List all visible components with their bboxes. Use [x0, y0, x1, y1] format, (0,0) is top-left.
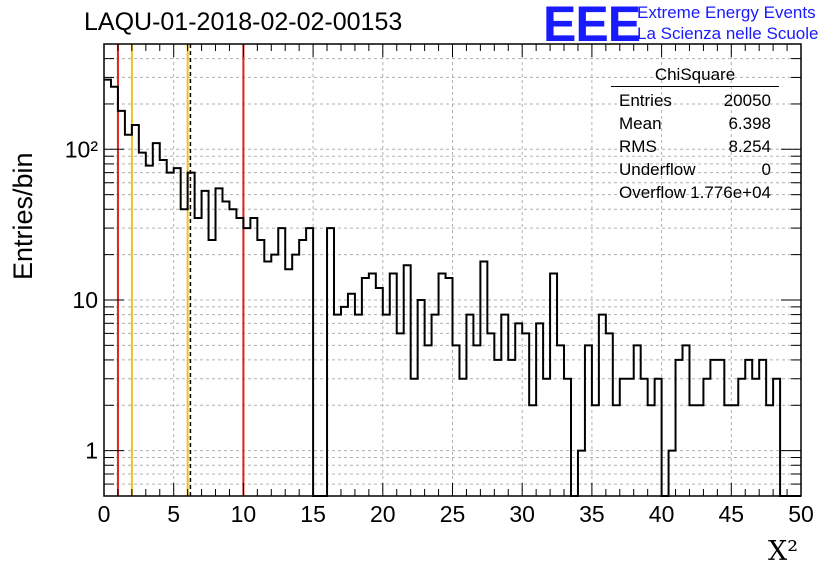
stats-row-overflow: Overflow 1.776e+04 [611, 181, 779, 204]
stats-label: Entries [619, 91, 672, 110]
x-tick-label: 50 [788, 501, 814, 527]
stats-box-title: ChiSquare [611, 65, 779, 87]
brand-line-1: Extreme Energy Events [637, 3, 816, 22]
stats-label: Overflow [619, 183, 687, 202]
stats-label: RMS [619, 137, 657, 156]
y-tick-label: 1 [85, 438, 98, 464]
stats-value: 8.254 [728, 137, 771, 156]
x-tick-label: 30 [509, 501, 535, 527]
x-tick-label: 35 [579, 501, 605, 527]
reference-lines [116, 44, 245, 496]
histogram-outline [104, 78, 801, 497]
x-tick-label: 20 [370, 501, 396, 527]
stats-row-mean: Mean 6.398 [611, 112, 779, 135]
x-tick-label: 15 [300, 501, 326, 527]
brand-line-2: La Scienza nelle Scuole [637, 24, 819, 43]
x-tick-label: 10 [231, 501, 257, 527]
stats-row-underflow: Underflow 0 [611, 158, 779, 181]
tick-labels: 0 5 10 15 20 25 30 35 40 45 50 1 10 10² [65, 136, 814, 527]
stats-value: 20050 [723, 91, 771, 110]
histogram-series [104, 78, 801, 497]
grid [104, 43, 801, 497]
axis-ticks [103, 43, 802, 497]
y-tick-label: 10 [72, 287, 98, 313]
x-tick-label: 40 [649, 501, 675, 527]
stats-row-rms: RMS 8.254 [611, 135, 779, 158]
stats-value: 1.776e+04 [690, 183, 771, 202]
x-tick-label: 0 [98, 501, 111, 527]
x-tick-label: 45 [719, 501, 745, 527]
stats-row-entries: Entries 20050 [611, 89, 779, 112]
x-tick-label: 25 [440, 501, 466, 527]
stats-value: 6.398 [728, 114, 771, 133]
stats-value: 0 [761, 160, 771, 179]
chart-title: LAQU-01-2018-02-02-00153 [84, 8, 403, 36]
y-tick-label: 10² [65, 136, 99, 162]
stats-label: Mean [619, 114, 662, 133]
eee-logo: EEE [543, 0, 641, 52]
y-axis-label: Entries/bin [8, 152, 38, 280]
x-tick-label: 5 [167, 501, 180, 527]
stats-box: ChiSquare Entries 20050 Mean 6.398 RMS 8.25… [611, 65, 779, 204]
x-axis-label: X² [768, 536, 799, 567]
stats-label: Underflow [619, 160, 696, 179]
